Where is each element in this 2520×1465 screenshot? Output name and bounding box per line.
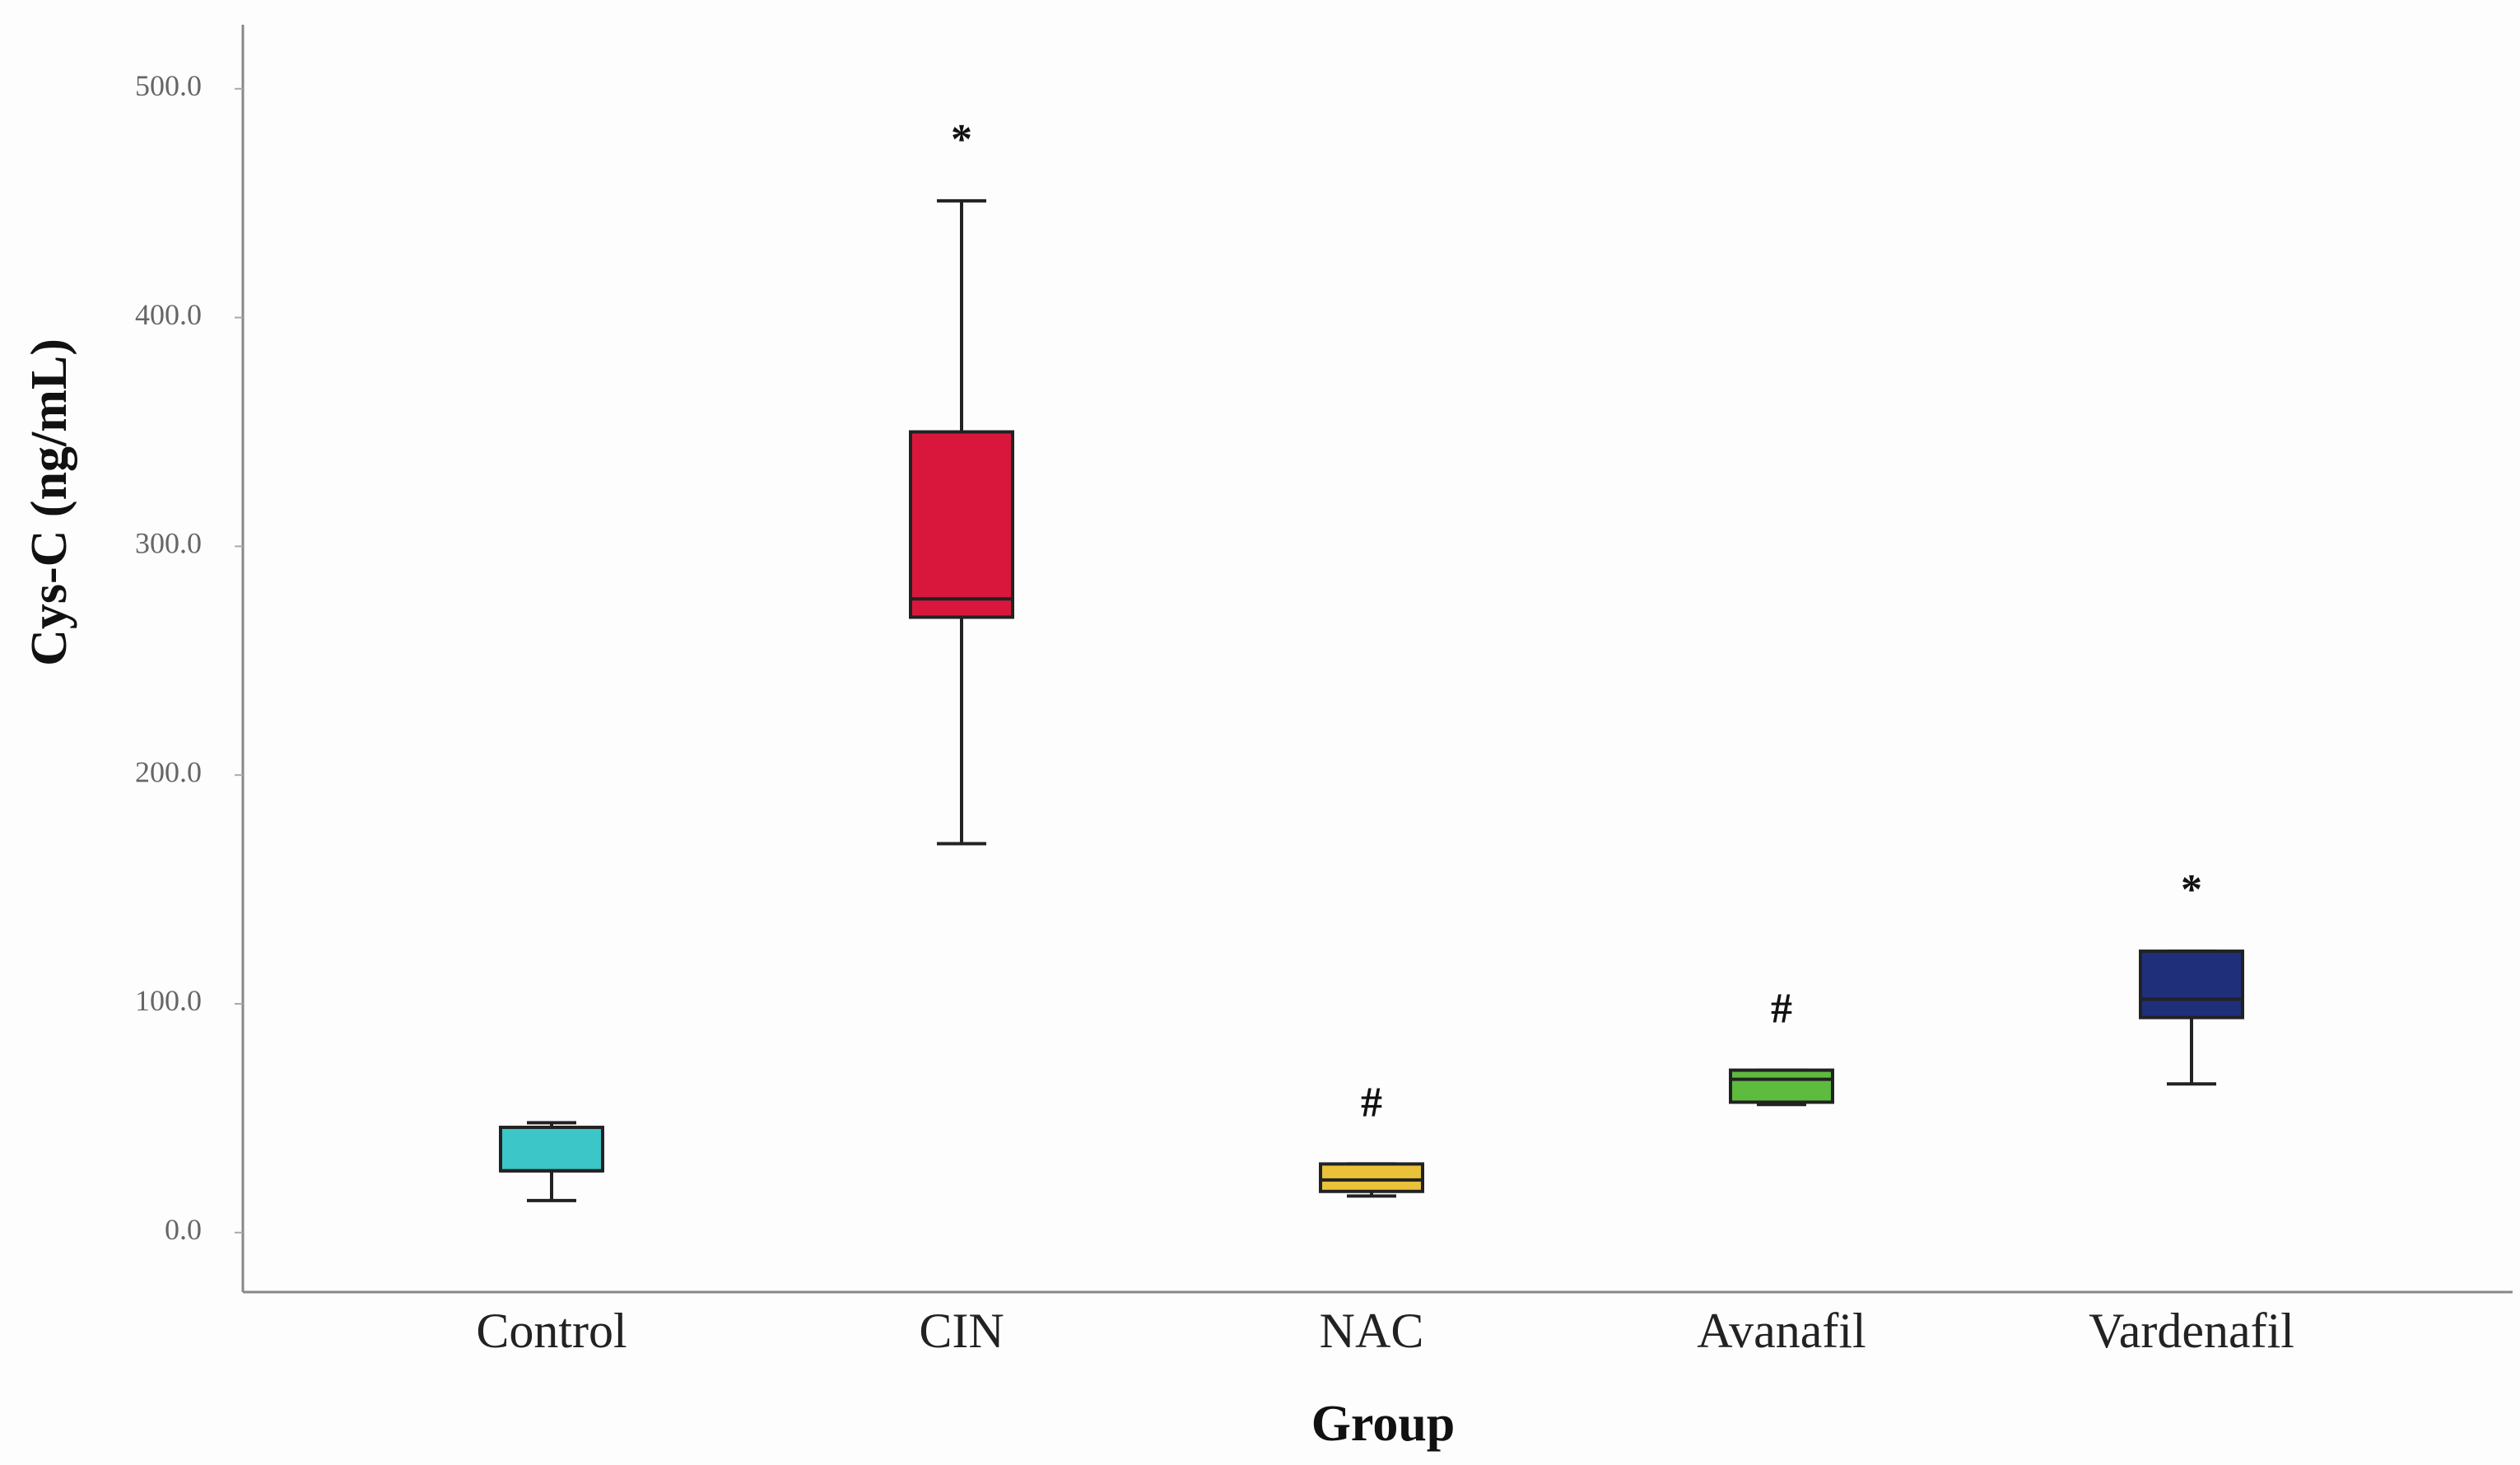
annotation: # <box>1361 1079 1382 1126</box>
box <box>1729 1068 1834 1104</box>
annotation: # <box>1771 985 1792 1032</box>
annotation: * <box>2181 866 2202 913</box>
box <box>2139 949 2244 1019</box>
x-tick-label: Avanafil <box>1697 1304 1866 1358</box>
y-tick-label: 300.0 <box>135 527 202 560</box>
y-tick-label: 400.0 <box>135 298 202 331</box>
y-tick-label: 500.0 <box>135 69 202 102</box>
y-tick-label: 200.0 <box>135 755 202 788</box>
box <box>909 430 1014 619</box>
box <box>499 1125 604 1173</box>
x-tick-label: NAC <box>1320 1304 1424 1358</box>
x-tick-label: Vardenafil <box>2089 1304 2294 1358</box>
y-tick-label: 0.0 <box>165 1213 202 1246</box>
x-tick-label: CIN <box>919 1304 1004 1358</box>
y-tick-label: 100.0 <box>135 984 202 1017</box>
box <box>1319 1162 1424 1193</box>
annotation: * <box>951 116 972 163</box>
x-tick-label: Control <box>476 1304 627 1358</box>
x-axis-title: Group <box>1311 1396 1456 1452</box>
y-axis-title: Cys-C (ng/mL) <box>21 338 77 666</box>
